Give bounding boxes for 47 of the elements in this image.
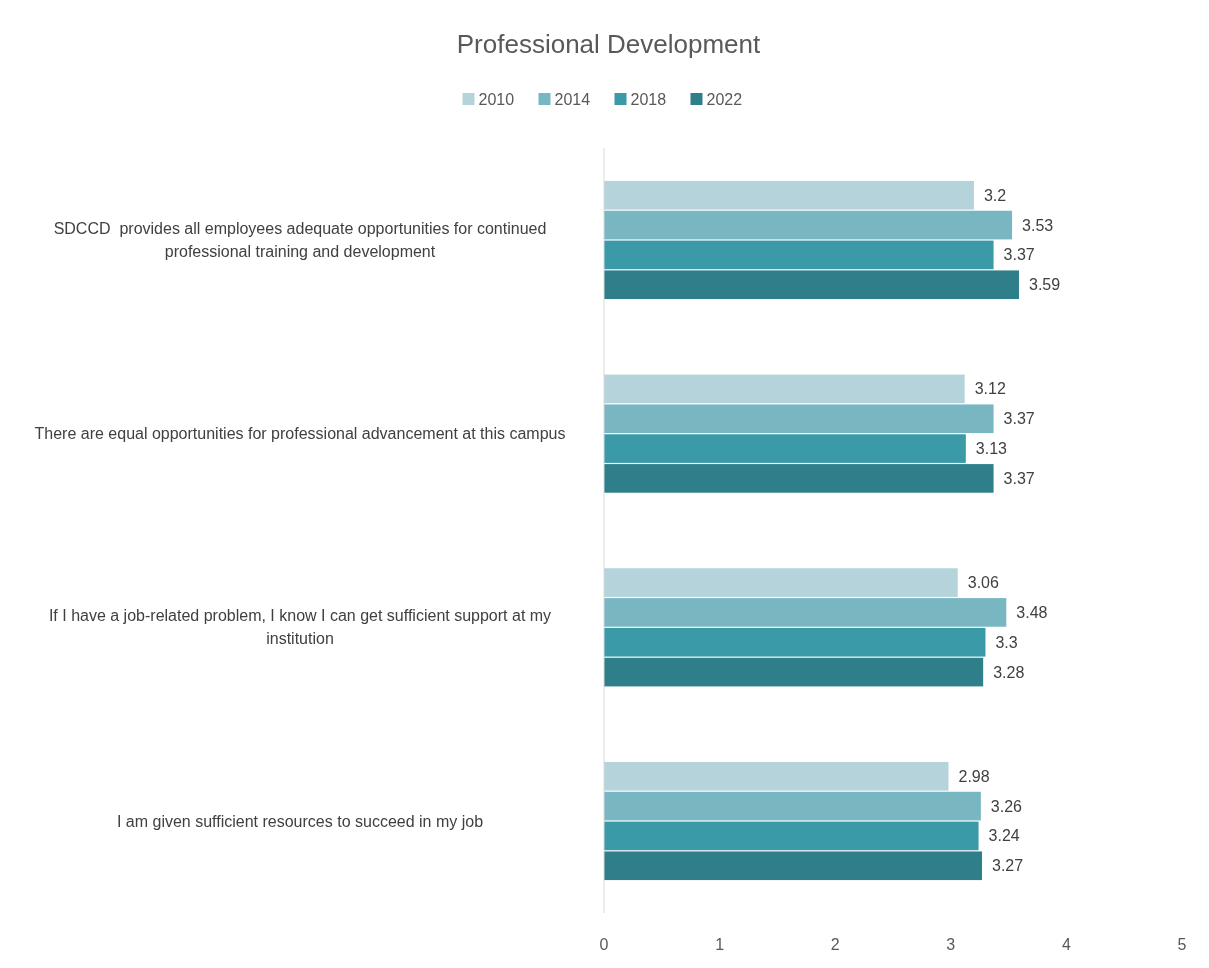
legend-label: 2014	[554, 90, 591, 108]
bar	[604, 791, 981, 821]
bar	[604, 851, 983, 881]
data-label: 3.06	[967, 574, 999, 592]
data-label: 3.3	[995, 633, 1018, 651]
data-label: 3.13	[975, 440, 1008, 458]
bar	[604, 374, 965, 404]
bar	[604, 180, 974, 210]
bar	[604, 434, 966, 463]
data-label: 3.37	[1003, 469, 1035, 487]
bar	[604, 761, 949, 791]
legend-label: 2018	[630, 90, 667, 108]
data-label: 3.28	[993, 663, 1025, 681]
x-tick-label: 2	[830, 935, 840, 953]
data-label: 3.53	[1022, 216, 1054, 234]
data-label: 3.27	[992, 857, 1024, 875]
x-tick-label: 5	[1177, 935, 1187, 953]
y-tick-label: There are equal opportunities for professional advancement at this campus	[34, 425, 566, 443]
bar	[604, 568, 958, 597]
data-label: 3.48	[1016, 603, 1048, 621]
bar	[604, 240, 994, 270]
data-label: 3.37	[1003, 246, 1035, 264]
x-tick-label: 1	[715, 935, 725, 953]
y-tick-label: If I have a job-related problem, I know I can get sufficient support at my institution	[48, 607, 552, 648]
legend-label: 2022	[706, 90, 743, 108]
bar	[604, 598, 1007, 627]
x-tick-label: 4	[1061, 935, 1071, 953]
y-tick-label: I am given sufficient resources to succeed in my job	[116, 812, 484, 830]
data-label: 3.26	[990, 797, 1023, 815]
data-label: 3.37	[1003, 410, 1035, 428]
bar	[604, 404, 994, 434]
bar	[604, 464, 994, 493]
chart-title: Professional Development	[456, 29, 762, 59]
data-label: 3.59	[1029, 276, 1061, 294]
bar	[604, 210, 1013, 240]
data-label: 3.12	[974, 380, 1006, 398]
bar	[604, 821, 979, 851]
data-label: 3.24	[988, 827, 1020, 845]
legend-label: 2010	[478, 90, 515, 108]
data-label: 3.2	[983, 186, 1007, 204]
bar	[604, 657, 984, 687]
x-tick-label: 0	[599, 935, 609, 953]
x-tick-label: 3	[946, 935, 956, 953]
data-label: 2.98	[958, 767, 990, 785]
bar	[604, 627, 986, 657]
bar	[604, 270, 1019, 300]
y-tick-label: SDCCD provides all employees adequate opportunities for continued professional training and development	[53, 219, 547, 260]
